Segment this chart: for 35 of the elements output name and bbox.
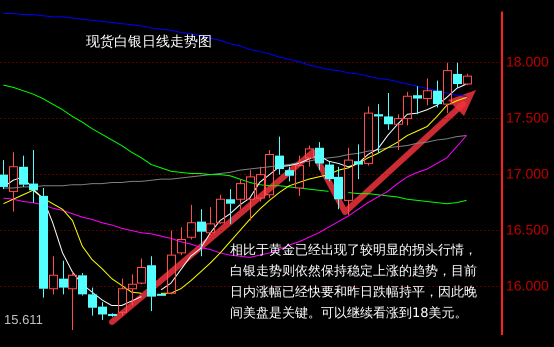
y-tick-label: 18.000 [506, 54, 550, 70]
annotation: 15.611 [4, 312, 43, 327]
y-tick-label: 16.500 [506, 221, 550, 238]
candlestick [295, 155, 304, 196]
candlestick [49, 256, 58, 295]
candlestick [9, 152, 18, 212]
candlestick [177, 226, 186, 256]
candlestick [187, 204, 196, 240]
candlestick [39, 188, 48, 298]
y-tick-label: 16.000 [506, 277, 550, 294]
candlestick [433, 80, 442, 108]
candlestick [206, 206, 215, 236]
candlestick [443, 62, 452, 114]
candlestick [413, 86, 422, 115]
candlestick [78, 272, 87, 296]
candlestick [275, 136, 284, 176]
candlestick [384, 92, 393, 130]
candlestick [137, 258, 146, 285]
candlestick [344, 147, 353, 216]
candlestick [305, 145, 314, 168]
y-tick-label: 17.500 [506, 110, 550, 126]
candlestick [374, 104, 383, 154]
candlestick [197, 208, 206, 257]
candlestick [354, 144, 363, 180]
candlestick [59, 260, 68, 295]
candlestick [453, 62, 462, 89]
text: 现货白银日线走势图 [86, 33, 212, 51]
candlestick [226, 188, 235, 224]
candlestick [285, 166, 294, 182]
candlestick [68, 271, 77, 331]
candlestick [315, 142, 324, 171]
candlestick [423, 78, 432, 106]
candlestick [167, 230, 176, 295]
candlestick [0, 160, 8, 190]
y-tick-label: 17.000 [506, 165, 550, 182]
